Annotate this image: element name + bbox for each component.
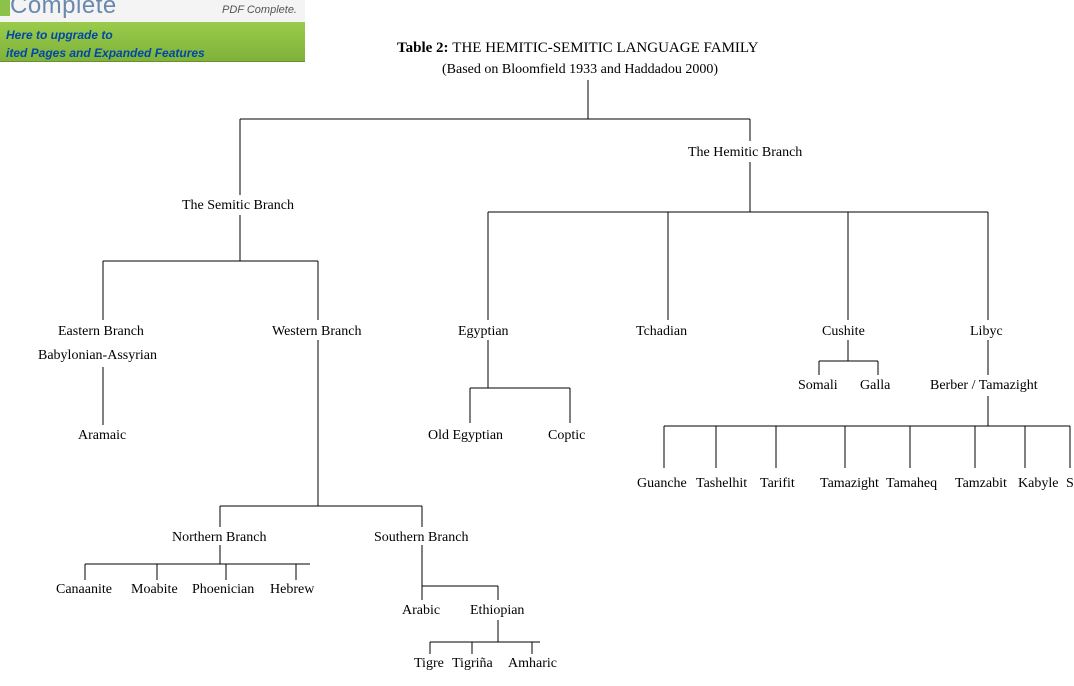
kabyle: Kabyle	[1018, 476, 1058, 492]
phoenician: Phoenician	[192, 582, 254, 598]
arabic: Arabic	[402, 603, 440, 619]
tashelhit: Tashelhit	[696, 476, 747, 492]
title-prefix: Table 2:	[397, 40, 452, 56]
moabite: Moabite	[131, 582, 178, 598]
table-title: Table 2: THE HEMITIC-SEMITIC LANGUAGE FA…	[397, 40, 758, 57]
ethiopian: Ethiopian	[470, 603, 524, 619]
berber-tamazight: Berber / Tamazight	[930, 378, 1038, 394]
tigre: Tigre	[414, 656, 444, 672]
pdf-complete-text: PDF Complete.	[222, 4, 297, 16]
cushite: Cushite	[822, 324, 865, 340]
aramaic: Aramaic	[78, 428, 126, 444]
canaanite: Canaanite	[56, 582, 112, 598]
upgrade-line1: Here to upgrade to	[6, 26, 299, 44]
hebrew: Hebrew	[270, 582, 314, 598]
western-branch: Western Branch	[272, 324, 361, 340]
egyptian: Egyptian	[458, 324, 509, 340]
table-subtitle: (Based on Bloomfield 1933 and Haddadou 2…	[442, 62, 718, 78]
eastern-branch: Eastern Branch	[58, 324, 144, 340]
upgrade-banner: Here to upgrade to ited Pages and Expand…	[0, 22, 305, 62]
somali: Somali	[798, 378, 838, 394]
logo-text: Complete	[10, 0, 117, 20]
amharic: Amharic	[508, 656, 557, 672]
tigrina: Tigriña	[452, 656, 493, 672]
shawi: Shawi (etc	[1066, 476, 1074, 492]
guanche: Guanche	[637, 476, 687, 492]
tarifit: Tarifit	[760, 476, 795, 492]
libyc: Libyc	[970, 324, 1003, 340]
tamaheq: Tamaheq	[886, 476, 937, 492]
old-egyptian: Old Egyptian	[428, 428, 503, 444]
semitic-branch: The Semitic Branch	[182, 198, 294, 214]
upgrade-line2: ited Pages and Expanded Features	[6, 44, 299, 62]
tamazight: Tamazight	[820, 476, 879, 492]
logo-square-icon	[0, 0, 10, 16]
banner-logo-strip: Complete PDF Complete.	[0, 0, 305, 23]
tchadian: Tchadian	[636, 324, 687, 340]
coptic: Coptic	[548, 428, 585, 444]
babylonian-assyrian: Babylonian-Assyrian	[38, 348, 157, 364]
galla: Galla	[860, 378, 890, 394]
hemitic-branch: The Hemitic Branch	[688, 145, 802, 161]
southern-branch: Southern Branch	[374, 530, 468, 546]
title-main: THE HEMITIC-SEMITIC LANGUAGE FAMILY	[452, 40, 758, 56]
tamzabit: Tamzabit	[955, 476, 1007, 492]
northern-branch: Northern Branch	[172, 530, 266, 546]
